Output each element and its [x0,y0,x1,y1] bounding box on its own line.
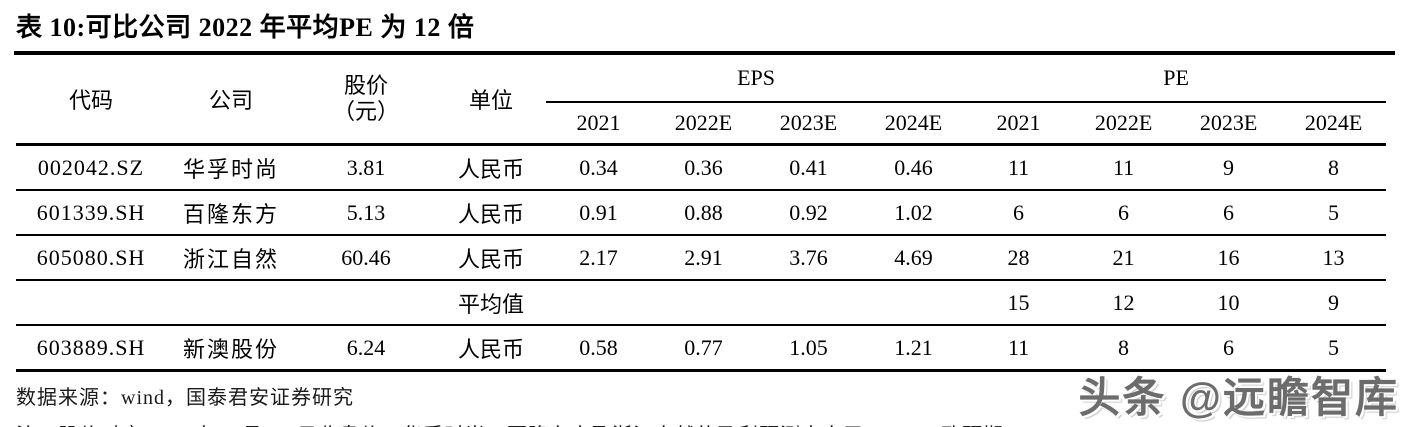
footnote-line: 注：股价对应 2022 年 6 月 24 日收盘价，华孚时尚、百隆东方及浙江自然… [16,419,1407,427]
pe-year-2021: 2021 [966,102,1072,146]
currency-unit: 人民币 [436,190,546,236]
avg-pe-2022e: 12 [1071,280,1177,326]
pe-2023e: 6 [1176,190,1282,236]
eps-year-2024e: 2024E [861,102,967,146]
pe-year-2024e: 2024E [1281,102,1387,146]
data-source-line: 数据来源：wind，国泰君安证券研究 [16,387,354,409]
table-title: 表 10:可比公司 2022 年平均PE 为 12 倍 [14,0,1395,55]
eps-2021: 0.34 [546,144,651,191]
stock-code: 002042.SZ [16,144,166,191]
eps-2021: 0.58 [546,325,651,372]
stock-price: 60.46 [296,235,436,281]
header-row-groups: 代码 公司 股价 （元） 单位 EPS PE [16,55,1387,146]
eps-2023e: 3.76 [756,235,861,281]
empty-cell [166,280,296,326]
pe-2022e: 11 [1071,144,1177,191]
pe-2024e: 5 [1281,325,1387,372]
average-label: 平均值 [436,280,546,326]
table-row-bailong: 601339.SH 百隆东方 5.13 人民币 0.91 0.88 0.92 1… [16,190,1387,236]
empty-cell [651,280,756,326]
pe-2023e: 16 [1176,235,1282,281]
group-header-pe: PE [966,55,1387,103]
eps-2023e: 0.41 [756,144,861,191]
price-header-line2: （元） [332,99,399,124]
eps-2022e: 2.91 [651,235,756,281]
avg-pe-2023e: 10 [1176,280,1282,326]
company-name: 新澳股份 [166,325,296,372]
empty-cell [861,280,967,326]
eps-2021: 0.91 [546,190,651,236]
pe-2023e: 6 [1176,325,1282,372]
currency-unit: 人民币 [436,325,546,372]
empty-cell [546,280,651,326]
pe-2021: 28 [966,235,1072,281]
col-header-code: 代码 [16,55,166,146]
comparable-companies-table: 代码 公司 股价 （元） 单位 EPS PE 2021 2022E 2023E … [16,55,1387,372]
eps-2024e: 4.69 [861,235,967,281]
company-name: 浙江自然 [166,235,296,281]
eps-2024e: 1.02 [861,190,967,236]
stock-code: 601339.SH [16,190,166,236]
table-row-xinao: 603889.SH 新澳股份 6.24 人民币 0.58 0.77 1.05 1… [16,325,1387,372]
eps-2023e: 0.92 [756,190,861,236]
empty-cell [296,280,436,326]
eps-2022e: 0.77 [651,325,756,372]
company-name: 百隆东方 [166,190,296,236]
col-header-company: 公司 [166,55,296,146]
empty-cell [756,280,861,326]
header-row-years: 2021 2022E 2023E 2024E 2021 2022E 2023E … [16,102,1387,146]
pe-2022e: 8 [1071,325,1177,372]
pe-2021: 11 [966,144,1072,191]
eps-2022e: 0.88 [651,190,756,236]
avg-pe-2024e: 9 [1281,280,1387,326]
table-row-huafu: 002042.SZ 华孚时尚 3.81 人民币 0.34 0.36 0.41 0… [16,144,1387,191]
pe-2022e: 6 [1071,190,1177,236]
eps-2021: 2.17 [546,235,651,281]
stock-code: 605080.SH [16,235,166,281]
eps-year-2023e: 2023E [756,102,861,146]
stock-price: 6.24 [296,325,436,372]
group-header-eps: EPS [546,55,967,103]
eps-2024e: 0.46 [861,144,967,191]
pe-2021: 6 [966,190,1072,236]
pe-year-2022e: 2022E [1071,102,1177,146]
pe-2023e: 9 [1176,144,1282,191]
eps-2023e: 1.05 [756,325,861,372]
col-header-unit: 单位 [436,55,546,146]
currency-unit: 人民币 [436,144,546,191]
pe-2021: 11 [966,325,1072,372]
pe-year-2023e: 2023E [1176,102,1282,146]
eps-2022e: 0.36 [651,144,756,191]
stock-code: 603889.SH [16,325,166,372]
col-header-price: 股价 （元） [296,55,436,146]
table-row-zhejiang: 605080.SH 浙江自然 60.46 人民币 2.17 2.91 3.76 … [16,235,1387,281]
eps-year-2021: 2021 [546,102,651,146]
pe-2024e: 13 [1281,235,1387,281]
pe-2024e: 5 [1281,190,1387,236]
eps-year-2022e: 2022E [651,102,756,146]
pe-2024e: 8 [1281,144,1387,191]
stock-price: 5.13 [296,190,436,236]
currency-unit: 人民币 [436,235,546,281]
watermark-text: 头条 @远瞻智库 [1078,374,1399,421]
avg-pe-2021: 15 [966,280,1072,326]
eps-2024e: 1.21 [861,325,967,372]
pe-2022e: 21 [1071,235,1177,281]
empty-cell [16,280,166,326]
table-row-average: 平均值 15 12 10 9 [16,280,1387,326]
price-header-line1: 股价 [343,72,388,98]
stock-price: 3.81 [296,144,436,191]
company-name: 华孚时尚 [166,144,296,191]
